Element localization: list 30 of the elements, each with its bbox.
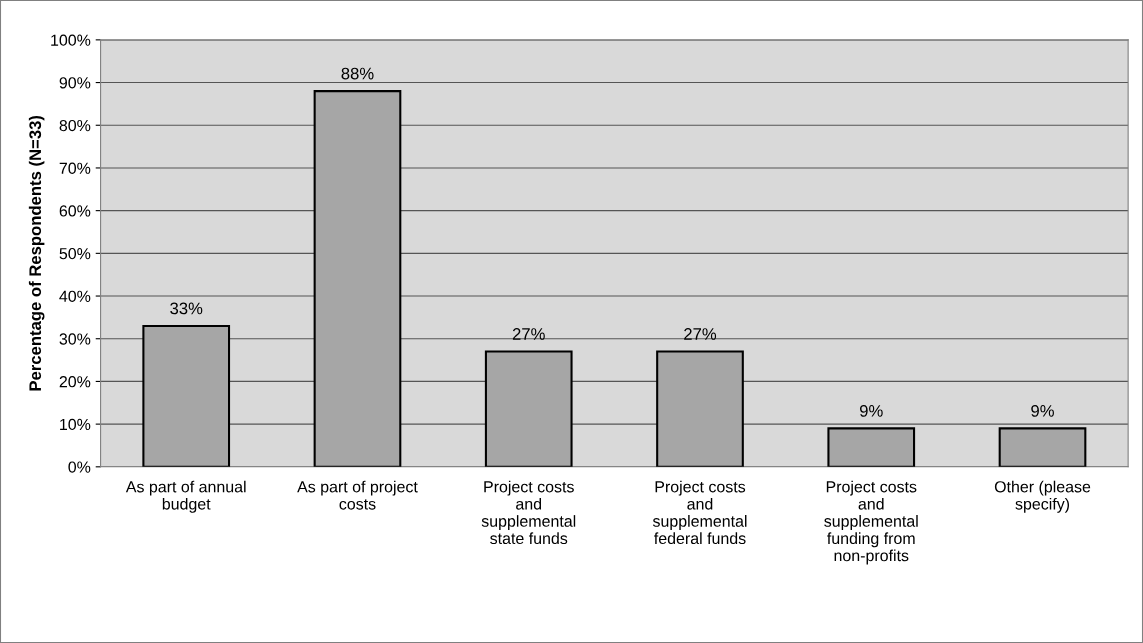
data-label: 88%: [341, 67, 374, 80]
data-label: 27%: [512, 328, 545, 340]
y-axis-title: Percentage of Respondents (N=33): [28, 115, 45, 391]
y-tick-label: 80%: [59, 119, 91, 132]
y-tick-label: 0%: [68, 461, 91, 473]
y-tick-label: 30%: [59, 333, 91, 345]
bar: [827, 427, 916, 467]
bar: [313, 90, 402, 467]
y-tick-label: 20%: [59, 376, 91, 388]
x-tick-label: Other (please specify): [994, 480, 1091, 513]
bar: [142, 324, 231, 467]
x-tick-label: As part of annual budget: [125, 480, 246, 513]
y-tick-label: 50%: [59, 247, 91, 260]
y-tick-label: 70%: [59, 162, 91, 174]
data-label: 33%: [170, 302, 203, 315]
y-tick-label: 90%: [59, 77, 91, 89]
data-label: 9%: [1031, 404, 1054, 417]
bar: [998, 427, 1087, 467]
x-tick-label: As part of project costs: [297, 480, 418, 510]
y-tick-label: 60%: [59, 205, 91, 217]
y-tick-label: 10%: [60, 418, 91, 431]
bar: [656, 350, 744, 467]
x-tick-label: Project costs and supplemental federal funds: [652, 480, 747, 545]
y-tick-label: 100%: [51, 34, 91, 46]
x-tick-label: Project costs and supplemental state funds: [481, 480, 576, 545]
x-tick-label: Project costs and supplemental funding from non-profits: [824, 480, 918, 565]
data-label: 27%: [684, 328, 717, 340]
data-label: 9%: [859, 404, 883, 417]
y-tick-label: 40%: [59, 290, 91, 302]
bar: [484, 350, 573, 467]
